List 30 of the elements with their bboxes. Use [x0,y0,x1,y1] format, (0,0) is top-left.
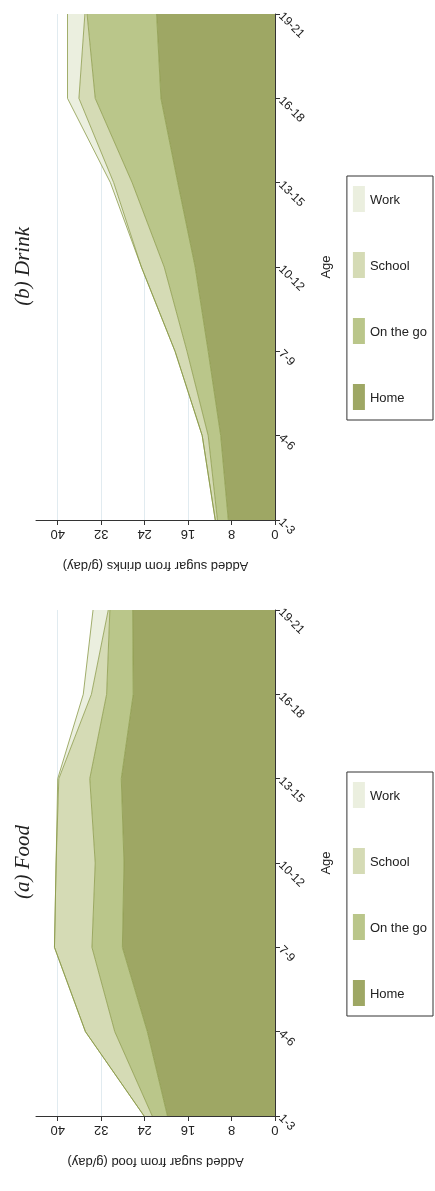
x-tick-label: 16 [180,1122,196,1138]
y-tick-label: 4-6 [276,430,299,454]
text: (a) Food [10,825,35,900]
x-tick-label: 0 [271,527,279,542]
x-tick-label: 8 [227,527,236,542]
x-tick-label: 40 [50,1122,65,1138]
legend-label: On the go [369,323,428,339]
x-axis-title: Added sugar from drinks (g/day) [62,559,249,574]
y-tick-label: 4-6 [276,1026,299,1049]
x-tick-label: 32 [93,1122,109,1138]
y-axis-title: Age [318,850,333,875]
legend-label: Work [369,787,401,802]
x-tick-label: 24 [137,527,152,542]
x-tick-label: 0 [271,1122,279,1138]
legend-label: School [369,853,410,868]
legend-label: On the go [369,919,428,934]
legend-label: Work [369,191,401,207]
legend-label: Home [369,985,405,1000]
legend-label: School [369,257,410,273]
x-tick-label: 24 [137,1122,152,1138]
text: (b) Drink [10,227,35,306]
y-tick-label: 7-9 [276,346,299,369]
x-tick-label: 16 [180,527,196,542]
y-axis-title: Age [318,255,333,279]
legend-label: Home [369,389,405,405]
x-tick-label: 8 [227,1122,236,1138]
y-tick-label: 7-9 [276,941,299,965]
x-axis-title: Added sugar from food (g/day) [67,1154,244,1170]
x-tick-label: 40 [50,527,65,542]
x-tick-label: 32 [93,527,109,542]
